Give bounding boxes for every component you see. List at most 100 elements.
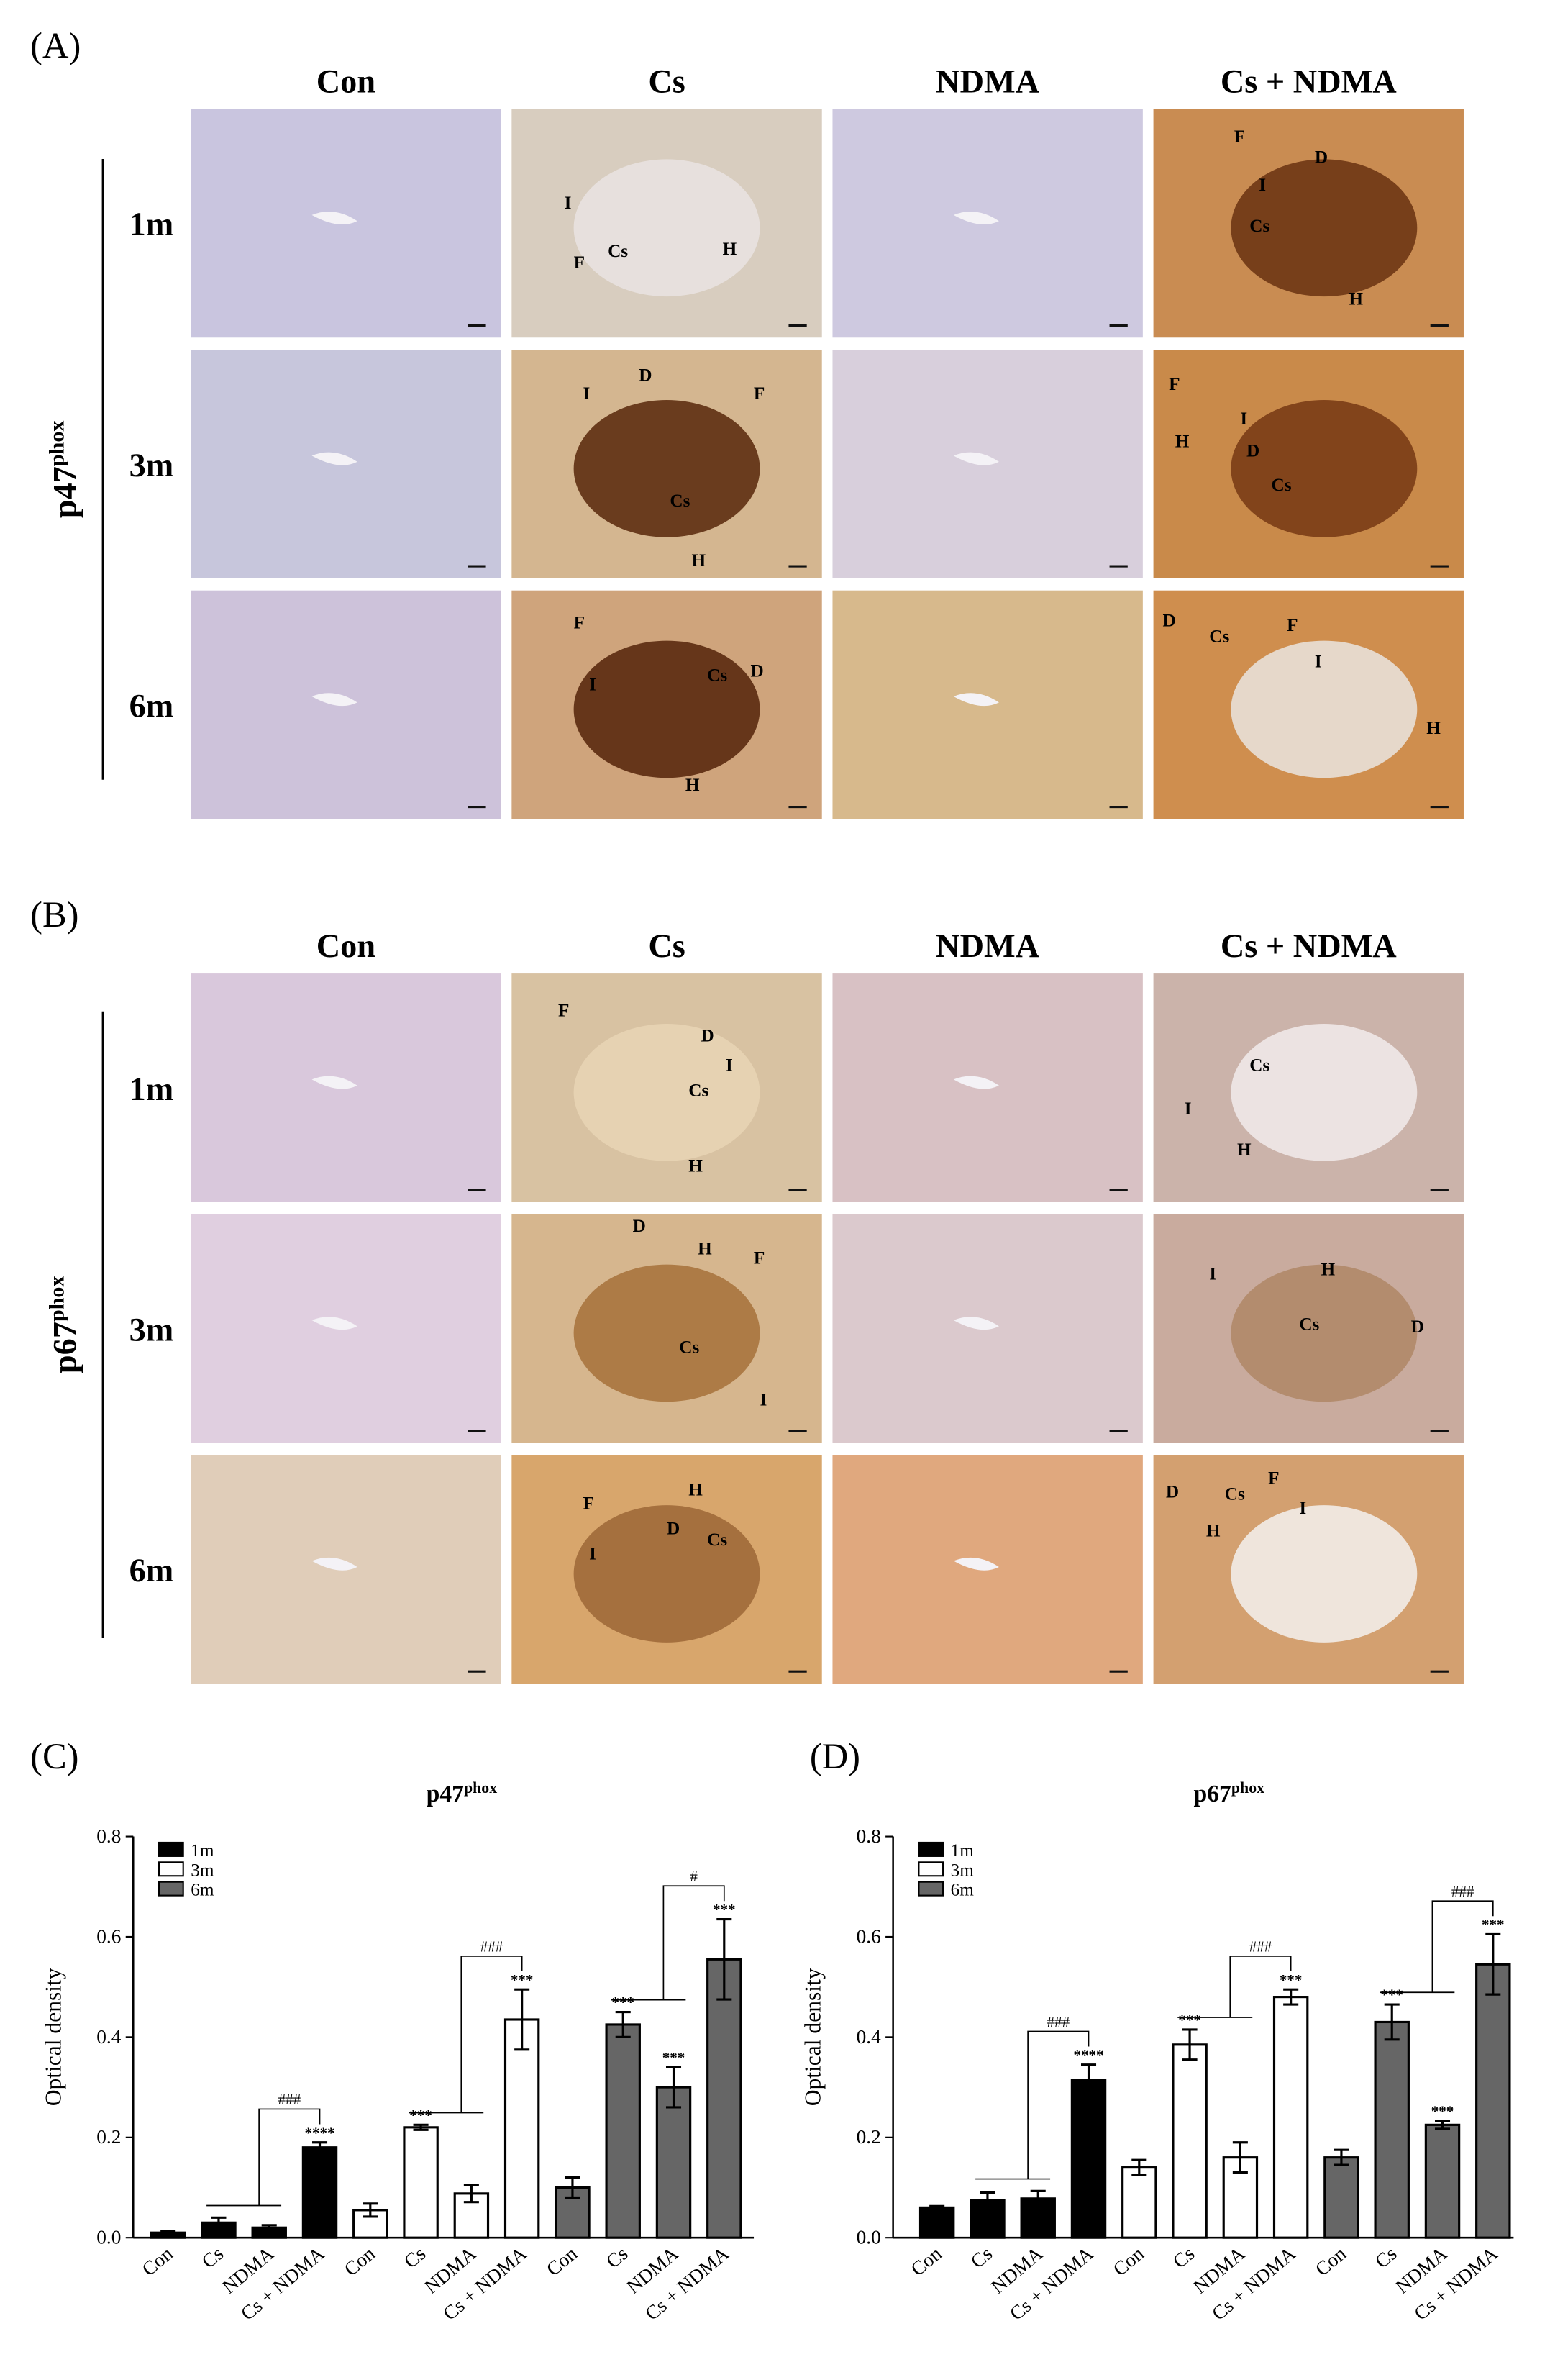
chart-title-sup: phox xyxy=(464,1779,497,1797)
tissue-annotation: Cs xyxy=(608,241,628,261)
comparison-bracket xyxy=(206,2108,321,2207)
tissue-annotation: H xyxy=(688,1479,703,1499)
row-label: 1m xyxy=(129,1071,174,1108)
legend-label: 1m xyxy=(191,1840,214,1861)
tissue-region xyxy=(573,1023,760,1161)
error-bar xyxy=(615,2010,631,2038)
comparison-label: ### xyxy=(480,1938,503,1956)
y-tick-label: 0.0 xyxy=(857,2227,881,2248)
row-label: 6m xyxy=(129,1553,174,1589)
vessel xyxy=(953,452,999,465)
tissue-region xyxy=(1231,640,1418,778)
error-bar xyxy=(211,2216,227,2229)
bar xyxy=(301,2146,338,2239)
tissue-annotation: D xyxy=(701,1025,714,1045)
tissue-annotation: H xyxy=(688,1155,703,1176)
tissue-annotation: I xyxy=(1240,409,1247,429)
error-bar xyxy=(261,2224,277,2232)
tissue-annotation: D xyxy=(1166,1482,1179,1502)
tissue-annotation: D xyxy=(667,1518,680,1538)
tissue-annotation: F xyxy=(754,383,765,404)
legend-swatch xyxy=(918,1861,944,1877)
bar xyxy=(1070,2079,1107,2239)
error-bar xyxy=(463,2184,479,2204)
y-tick-label: 0.0 xyxy=(96,2227,121,2248)
tissue-annotation: D xyxy=(633,1216,646,1236)
error-bar xyxy=(311,2141,328,2154)
column-header: Con xyxy=(316,63,376,100)
error-bar xyxy=(1232,2141,1248,2174)
x-tick-label: Con xyxy=(1109,2243,1148,2280)
x-tick-label: Cs xyxy=(602,2243,632,2273)
bar xyxy=(1272,1996,1309,2239)
error-bar xyxy=(1182,2028,1198,2061)
side-label: p67phox xyxy=(44,1276,83,1373)
tissue-annotation: F xyxy=(1234,127,1245,147)
row-label: 1m xyxy=(129,206,174,243)
panel-label: (A) xyxy=(30,25,81,65)
tissue-annotation: H xyxy=(1237,1140,1252,1160)
tissue-region xyxy=(573,1505,760,1643)
tissue-annotation: Cs xyxy=(1299,1314,1319,1335)
legend-label: 3m xyxy=(191,1860,214,1880)
vessel xyxy=(953,212,999,224)
row-label: 3m xyxy=(129,1312,174,1348)
error-bar xyxy=(716,1917,732,2001)
chart-title: p67phox xyxy=(1194,1779,1265,1807)
tissue-annotation: Cs xyxy=(1272,475,1292,495)
side-label-sup: phox xyxy=(44,421,68,467)
tissue-annotation: H xyxy=(1321,1259,1336,1279)
significance-label: *** xyxy=(1431,2102,1454,2120)
comparison-label: ### xyxy=(1249,1938,1272,1956)
legend-swatch xyxy=(918,1841,944,1857)
column-header: Con xyxy=(316,928,376,965)
tissue-region xyxy=(573,159,760,297)
bar xyxy=(1374,2020,1410,2239)
error-bar xyxy=(1384,2003,1400,2041)
side-label-base: p47 xyxy=(47,466,83,518)
error-bar xyxy=(1485,1932,1501,1996)
x-tick-label: Con xyxy=(1311,2243,1350,2280)
x-tick-label: Cs xyxy=(400,2243,429,2273)
tissue-annotation: H xyxy=(1426,718,1441,738)
tissue-region xyxy=(573,1264,760,1402)
tissue-annotation: Cs xyxy=(1249,1055,1269,1076)
tissue-annotation: H xyxy=(723,239,737,259)
legend-swatch xyxy=(158,1881,184,1897)
error-bar xyxy=(1434,2120,1451,2130)
comparison-label: ### xyxy=(278,2091,301,2108)
bar xyxy=(1121,2166,1157,2239)
tissue-annotation: I xyxy=(583,383,591,404)
comparison-bracket xyxy=(409,1956,523,2114)
tissue-annotation: I xyxy=(1185,1099,1192,1119)
tissue-annotation: I xyxy=(589,1543,596,1563)
column-header: NDMA xyxy=(936,928,1040,965)
chart-title: p47phox xyxy=(427,1779,498,1807)
x-tick-label: Cs xyxy=(1371,2243,1400,2273)
bar xyxy=(1323,2156,1359,2239)
column-header: Cs xyxy=(648,63,685,100)
error-bar xyxy=(1131,2158,1147,2176)
significance-label: *** xyxy=(1482,1916,1505,1933)
comparison-bracket xyxy=(1177,1956,1292,2018)
column-header: NDMA xyxy=(936,63,1040,100)
bar xyxy=(403,2126,439,2239)
error-bar xyxy=(413,2123,429,2131)
legend-label: 6m xyxy=(191,1880,214,1900)
bar xyxy=(605,2023,641,2239)
error-bar xyxy=(1080,2063,1097,2097)
legend-label: 3m xyxy=(951,1860,975,1880)
tissue-annotation: I xyxy=(1209,1264,1216,1284)
tissue-annotation: I xyxy=(1315,652,1322,672)
tissue-annotation: D xyxy=(751,660,764,681)
tissue-annotation: F xyxy=(574,253,585,273)
tissue-region xyxy=(1231,159,1418,297)
tissue-annotation: F xyxy=(1268,1468,1279,1488)
legend-swatch xyxy=(158,1841,184,1857)
column-header: Cs xyxy=(648,928,685,965)
error-bar xyxy=(514,1988,530,2051)
chart-title-sup: phox xyxy=(1231,1779,1264,1797)
vessel xyxy=(311,452,357,465)
tissue-annotation: I xyxy=(589,674,596,694)
x-tick-label: Con xyxy=(542,2243,581,2280)
